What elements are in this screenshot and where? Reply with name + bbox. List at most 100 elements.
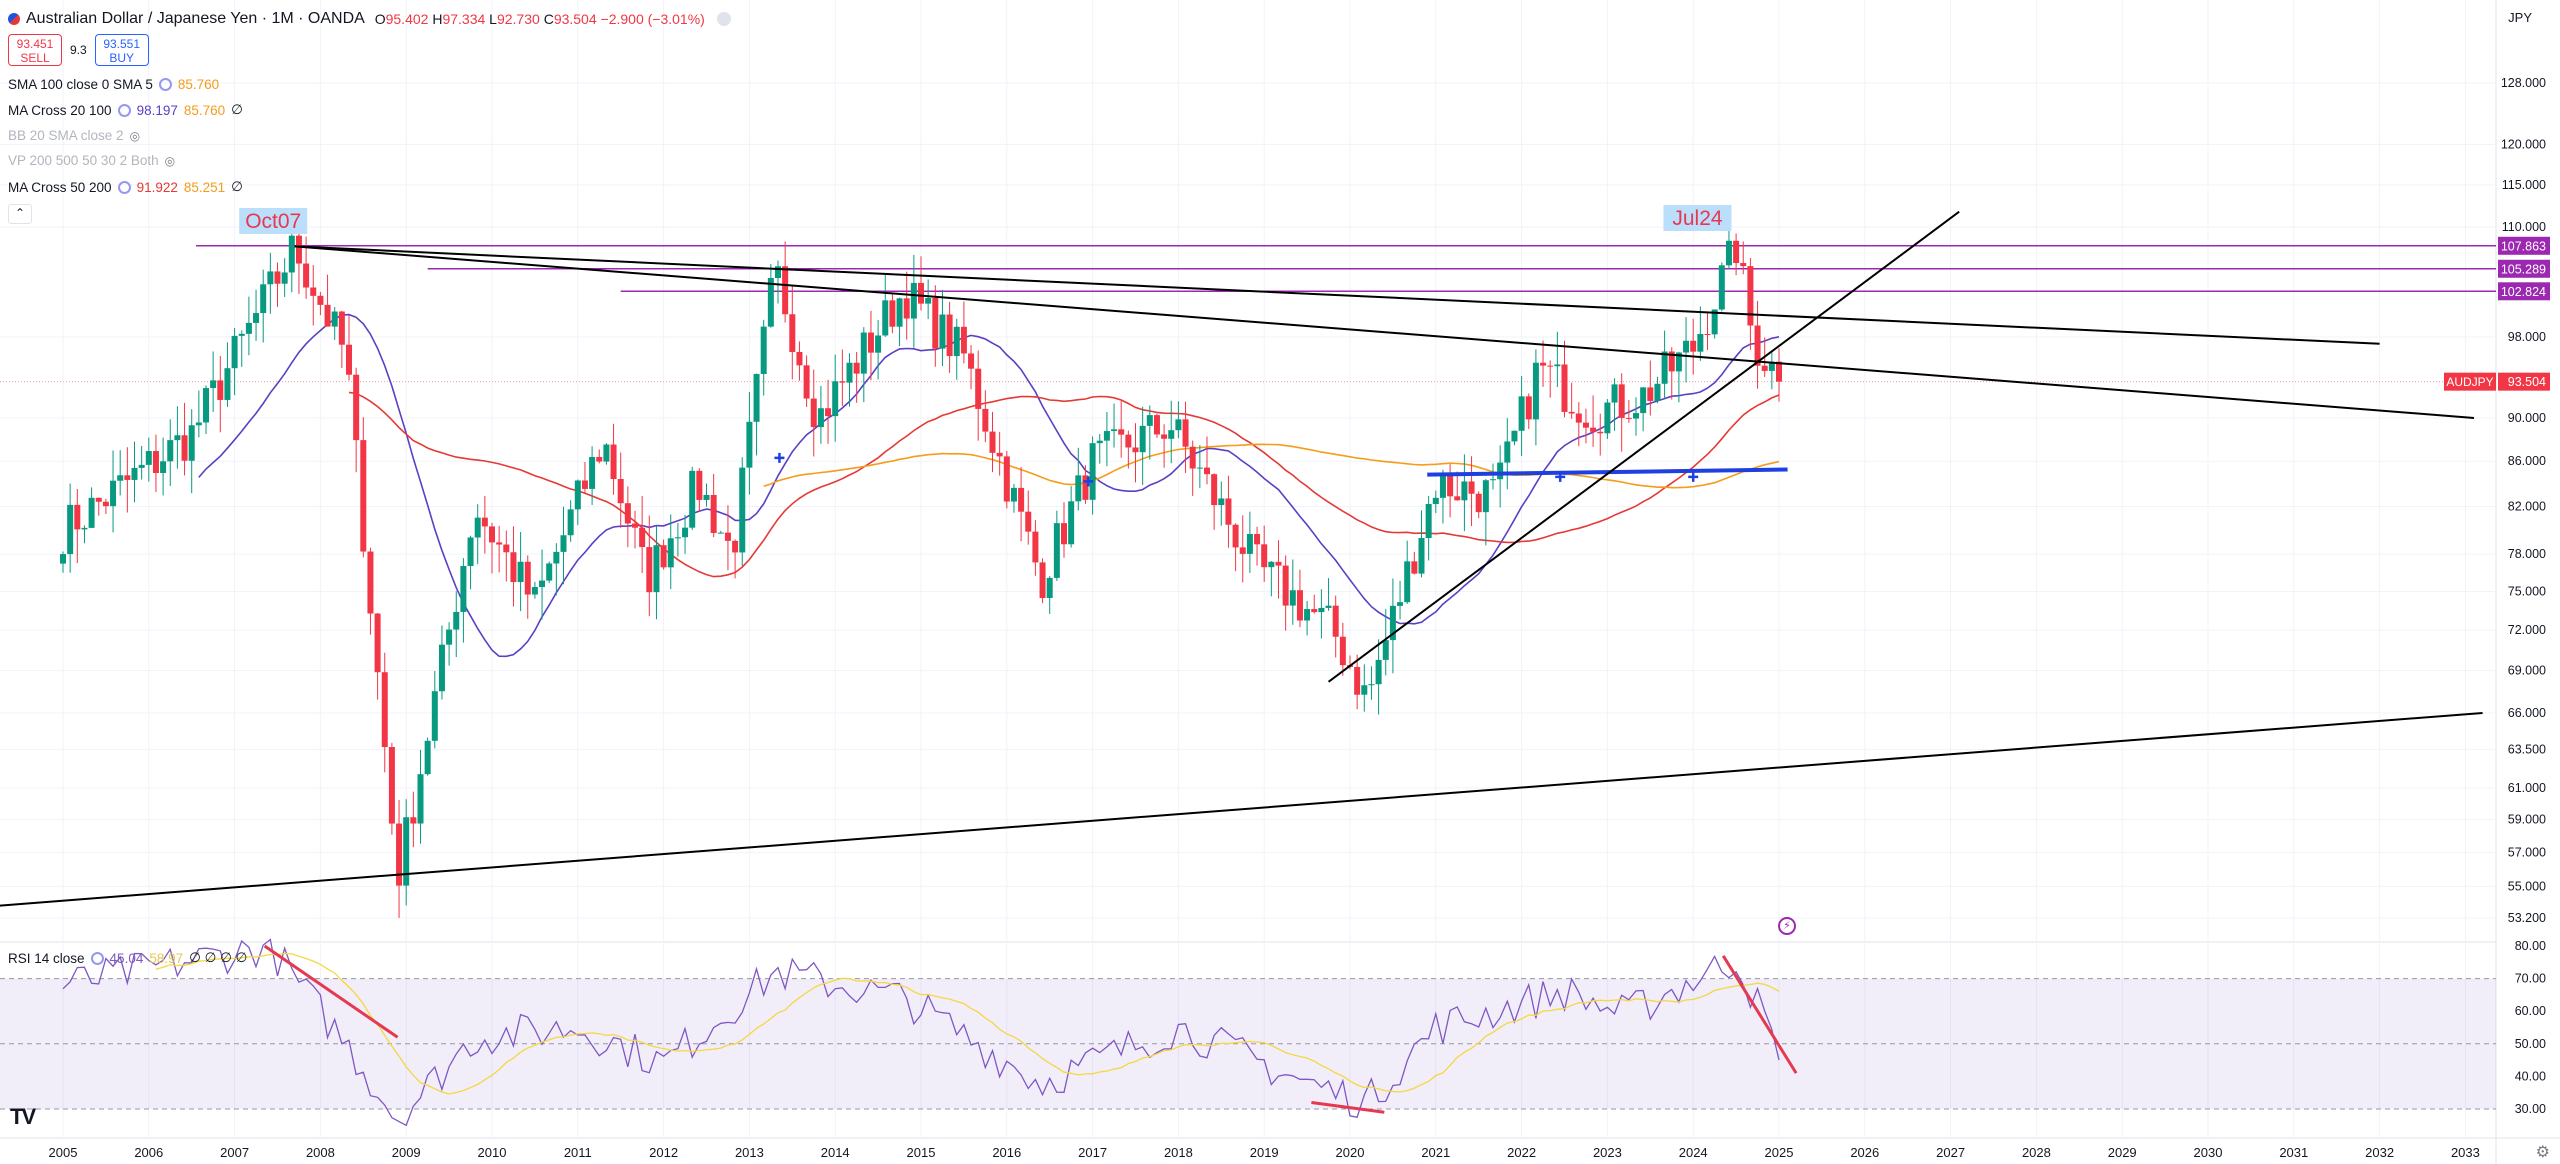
- candle-body: [989, 431, 996, 453]
- candle-body: [696, 470, 703, 500]
- candle-body: [839, 381, 846, 383]
- rsi-legend[interactable]: RSI 14 close 45.04 58.97 ∅ ∅ ∅ ∅: [8, 950, 247, 966]
- price-tag-label: 93.504: [2508, 375, 2546, 389]
- x-tick-label: 2019: [1250, 1145, 1279, 1160]
- x-tick-label: 2031: [2279, 1145, 2308, 1160]
- candle-body: [1611, 384, 1618, 403]
- candle-body: [903, 298, 910, 319]
- settings-icon[interactable]: [117, 103, 131, 117]
- candle-body: [1275, 561, 1282, 566]
- candle-body: [1218, 498, 1225, 506]
- candle-body: [617, 479, 624, 504]
- axes: 128.000 120.000 115.000 110.000 98.000 90.000…: [49, 76, 2547, 1160]
- candle-body: [1532, 362, 1539, 420]
- candle-body: [1582, 422, 1589, 428]
- candle-body: [746, 421, 753, 468]
- candle-body: [1597, 431, 1604, 434]
- ohlc-change: −2.900 (−3.01%): [600, 11, 705, 27]
- x-tick-label: 2016: [992, 1145, 1021, 1160]
- flash-icon[interactable]: ⚡: [1778, 917, 1796, 935]
- symbol-title[interactable]: Australian Dollar / Japanese Yen · 1M · …: [26, 10, 365, 27]
- trendlines[interactable]: [0, 210, 2483, 907]
- gear-icon[interactable]: ⚙: [2535, 1144, 2550, 1161]
- candle-body: [1010, 487, 1017, 502]
- indicator-bb[interactable]: BB 20 SMA close 2 ◎: [8, 128, 144, 143]
- sell-button[interactable]: 93.451 SELL: [8, 34, 62, 66]
- more-icon[interactable]: [716, 12, 731, 26]
- candle-body: [1325, 605, 1332, 608]
- candle-body: [1740, 263, 1747, 267]
- candle-body: [1225, 498, 1232, 525]
- cross-marker: [1083, 476, 1094, 487]
- candle-body: [624, 503, 631, 524]
- price-tags: 107.863 105.289 102.824 AUDJPY 93.504: [2444, 236, 2550, 391]
- candle-body: [1268, 561, 1275, 568]
- candle-body: [474, 517, 481, 538]
- collapse-legend-button[interactable]: ⌃: [8, 204, 32, 224]
- candle-body: [1397, 602, 1404, 606]
- candle-body: [589, 456, 596, 489]
- candle-body: [489, 526, 495, 543]
- indicator-ma-cross-20-100[interactable]: MA Cross 20 100 98.197 85.760 ∅: [8, 102, 243, 118]
- candle-body: [1354, 666, 1361, 695]
- candle-body: [231, 335, 238, 369]
- candle-body: [639, 527, 646, 548]
- candle-body: [674, 537, 681, 539]
- price-tag-label: 105.289: [2501, 262, 2546, 276]
- indicator-name: VP 200 500 50 30 2 Both: [8, 153, 159, 168]
- y-tick-label: 110.000: [2502, 220, 2546, 234]
- candle-body: [968, 353, 975, 369]
- candle-body: [1161, 434, 1168, 439]
- horizontal-levels: [0, 245, 2496, 383]
- settings-icon[interactable]: [90, 951, 104, 965]
- candle-body: [1296, 590, 1303, 621]
- candle-body: [817, 408, 824, 428]
- candle-body: [610, 444, 617, 480]
- candle-body: [1382, 640, 1389, 660]
- y-tick-label: 53.200: [2508, 911, 2546, 925]
- indicator-value: 85.251: [183, 179, 226, 195]
- candle-body: [810, 398, 817, 428]
- eye-hidden-icon[interactable]: ◎: [164, 153, 176, 168]
- candle-body: [1018, 487, 1025, 512]
- indicator-sma100[interactable]: SMA 100 close 0 SMA 5 85.760: [8, 77, 219, 92]
- candle-body: [438, 644, 445, 692]
- indicator-ma-cross-50-200[interactable]: MA Cross 50 200 91.922 85.251 ∅: [8, 179, 243, 195]
- candle-body: [567, 509, 574, 536]
- spread: 9.3: [70, 43, 87, 57]
- candle-body: [446, 629, 453, 645]
- settings-icon[interactable]: [117, 180, 131, 194]
- candle-body: [1261, 544, 1268, 568]
- candle-body: [982, 408, 989, 432]
- tradingview-logo-icon[interactable]: TV: [10, 1104, 36, 1129]
- ohlc-high: 97.334: [442, 11, 486, 27]
- candle-body: [1554, 364, 1561, 367]
- y-tick-label: 72.000: [2508, 623, 2546, 637]
- candle-body: [1304, 609, 1311, 621]
- y-tick-label: 82.000: [2508, 500, 2546, 514]
- trendline: [1327, 210, 1960, 683]
- candle-body: [1754, 325, 1761, 366]
- candle-body: [796, 351, 803, 366]
- buy-button[interactable]: 93.551 BUY: [94, 34, 149, 66]
- candle-body: [503, 544, 510, 553]
- settings-icon[interactable]: [158, 78, 172, 91]
- x-tick-label: 2009: [392, 1145, 421, 1160]
- candle-body: [110, 480, 117, 507]
- currency-label[interactable]: JPY: [2508, 10, 2532, 25]
- divergence-line: [1721, 954, 1798, 1074]
- candle-body: [374, 613, 381, 673]
- candle-body: [1432, 497, 1439, 505]
- x-tick-label: 2010: [478, 1145, 507, 1160]
- indicator-value: 91.922: [136, 179, 178, 195]
- indicator-vp[interactable]: VP 200 500 50 30 2 Both ◎: [8, 153, 179, 168]
- rsi-tick-label: 40.00: [2515, 1069, 2546, 1083]
- flag-icon: [8, 13, 20, 25]
- eye-hidden-icon[interactable]: ◎: [129, 128, 141, 143]
- candle-body: [381, 672, 388, 748]
- label-box: [239, 208, 308, 234]
- rsi-pane: [0, 938, 2496, 1127]
- candles: [60, 223, 1782, 918]
- candle-body: [875, 335, 882, 353]
